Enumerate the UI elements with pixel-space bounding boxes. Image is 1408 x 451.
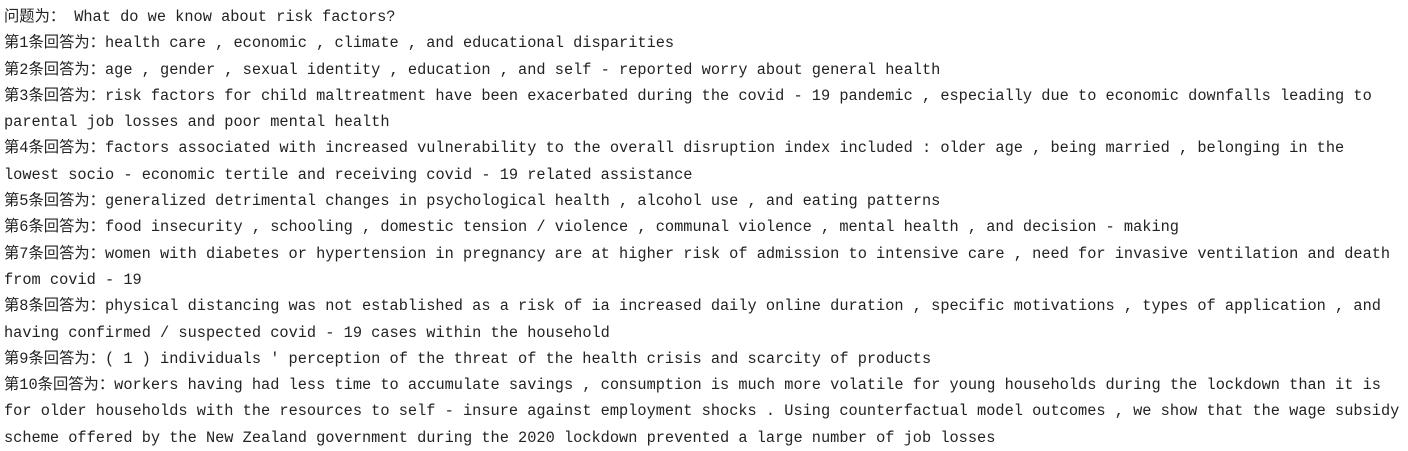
answer-text: women with diabetes or hypertension in p… xyxy=(4,244,1400,289)
answer-text: food insecurity , schooling , domestic t… xyxy=(104,218,1179,237)
answer-label: 第8条回答为： xyxy=(4,297,105,316)
answer-line: 第7条回答为：women with diabetes or hypertensi… xyxy=(4,241,1402,294)
answer-line: 第6条回答为：food insecurity , schooling , dom… xyxy=(4,214,1402,240)
answer-line: 第9条回答为：( 1 ) individuals ' perception of… xyxy=(4,346,1402,372)
question-text: What do we know about risk factors? xyxy=(74,8,396,26)
answer-label: 第1条回答为： xyxy=(4,34,105,53)
answer-label: 第7条回答为： xyxy=(4,244,105,263)
answer-text: generalized detrimental changes in psych… xyxy=(104,192,941,211)
answer-line: 第2条回答为：age , gender , sexual identity , … xyxy=(4,57,1402,83)
answer-line: 第4条回答为：factors associated with increased… xyxy=(4,135,1402,188)
answer-line: 第5条回答为：generalized detrimental changes i… xyxy=(4,188,1402,214)
answer-label: 第4条回答为： xyxy=(4,139,105,158)
answer-text: workers having had less time to accumula… xyxy=(4,376,1408,447)
answer-line: 第8条回答为：physical distancing was not estab… xyxy=(4,293,1402,346)
answer-text: factors associated with increased vulner… xyxy=(4,139,1354,184)
answer-label: 第6条回答为： xyxy=(4,218,105,237)
answer-label: 第10条回答为： xyxy=(4,376,115,395)
answer-line: 第10条回答为：workers having had less time to … xyxy=(4,372,1402,451)
answer-label: 第9条回答为： xyxy=(4,349,105,368)
answer-label: 第3条回答为： xyxy=(4,86,105,105)
answer-text: ( 1 ) individuals ' perception of the th… xyxy=(104,349,932,368)
answer-label: 第2条回答为： xyxy=(4,60,105,79)
question-label: 问题为： xyxy=(4,8,66,26)
question-line: 问题为： What do we know about risk factors? xyxy=(4,4,1402,30)
answer-label: 第5条回答为： xyxy=(4,192,105,211)
answer-text: health care , economic , climate , and e… xyxy=(104,34,675,53)
answer-text: physical distancing was not established … xyxy=(4,297,1391,342)
answer-text: risk factors for child maltreatment have… xyxy=(4,86,1381,132)
answer-line: 第3条回答为：risk factors for child maltreatme… xyxy=(4,83,1402,136)
answer-text: age , gender , sexual identity , educati… xyxy=(104,60,941,79)
answer-line: 第1条回答为：health care , economic , climate … xyxy=(4,30,1402,56)
